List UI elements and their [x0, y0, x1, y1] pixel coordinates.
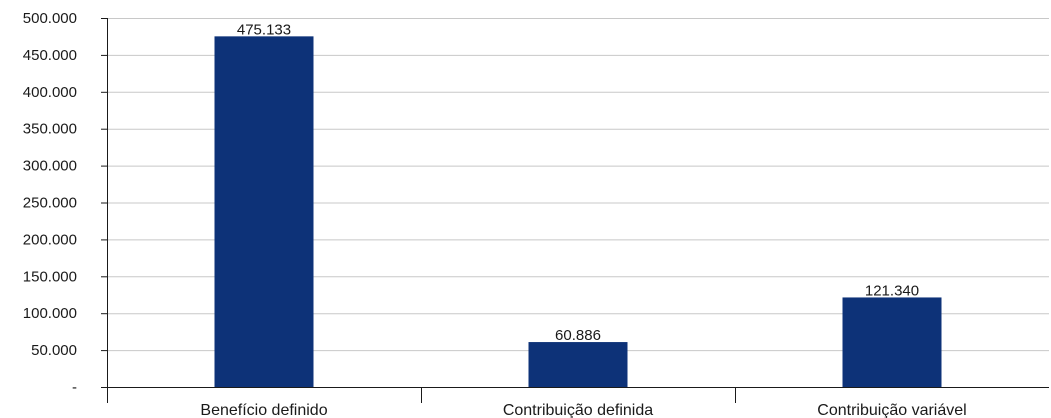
y-tick-label: -: [72, 379, 77, 396]
y-tick-label: 250.000: [23, 195, 77, 212]
x-category-label: Contribuição definida: [503, 402, 653, 418]
data-label: 121.340: [865, 282, 919, 299]
x-category-label: Benefício definido: [200, 402, 327, 418]
labels: - 50.000 100.000 150.000 200.000 250.000 300.0…: [23, 10, 967, 418]
data-label: 60.886: [555, 327, 601, 344]
y-tick-label: 100.000: [23, 305, 77, 322]
axes: [101, 18, 1049, 403]
x-category-label: Contribuição variável: [817, 402, 966, 418]
data-label: 475.133: [237, 21, 291, 38]
bar: [214, 36, 314, 388]
y-tick-label: 150.000: [23, 268, 77, 285]
bar: [528, 342, 628, 387]
y-tick-label: 400.000: [23, 84, 77, 101]
y-tick-label: 200.000: [23, 231, 77, 248]
y-tick-label: 450.000: [23, 47, 77, 64]
y-tick-label: 300.000: [23, 158, 77, 175]
y-tick-label: 50.000: [31, 342, 77, 359]
bars: [214, 36, 942, 388]
y-tick-label: 350.000: [23, 121, 77, 138]
y-tick-label: 500.000: [23, 10, 77, 27]
bar: [842, 297, 942, 387]
